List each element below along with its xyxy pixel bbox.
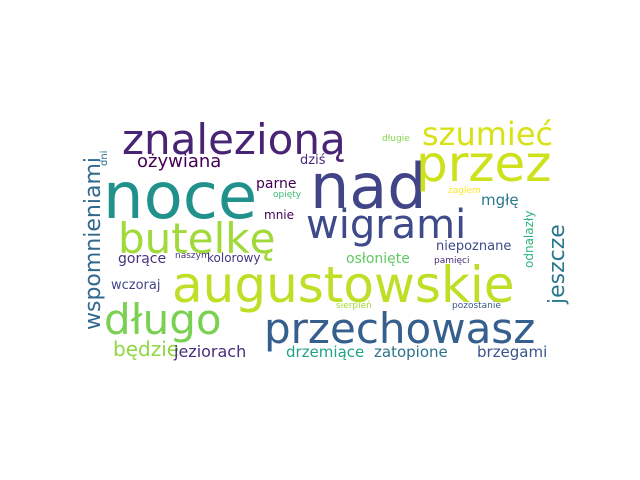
word-odnalazly: odnalazły [522, 211, 536, 268]
word-drzemiace: drzemiące [286, 343, 364, 361]
word-przechowasz: przechowasz [264, 304, 535, 353]
word-opiety: opięty [273, 190, 302, 200]
word-oslonięte: osłonięte [346, 251, 410, 267]
word-zatopione: zatopione [374, 343, 448, 361]
word-dlugie: długie [382, 134, 410, 144]
word-augustowskie: augustowskie [172, 256, 515, 314]
word-bedzie: będzie [113, 337, 179, 361]
word-mgle: mgłę [481, 191, 519, 209]
word-nad: nad [310, 150, 427, 223]
word-szumiec: szumieć [422, 115, 553, 153]
word-brzegami: brzegami [477, 343, 547, 361]
word-niepoznane: niepoznane [436, 239, 511, 254]
word-wczoraj: wczoraj [111, 278, 160, 293]
word-dzis: dziś [300, 153, 326, 168]
word-pozostanie: pozostanie [452, 301, 501, 311]
word-przez: przez [416, 135, 552, 193]
word-wspomnieniami: wspomnieniami [81, 157, 106, 330]
word-pamieci: pamięci [434, 256, 469, 266]
word-noce: noce [103, 160, 257, 234]
word-zaglem: żaglem [448, 186, 481, 196]
word-kolorowy: kolorowy [207, 251, 260, 265]
word-dni: dni [99, 151, 110, 166]
word-sierpien: sierpień [336, 301, 372, 311]
word-jeziorach: jeziorach [173, 342, 246, 361]
word-znaleziona: znalezioną [122, 115, 346, 164]
word-jeszcze: jeszcze [545, 224, 570, 305]
word-gorace: gorące [118, 251, 166, 267]
word-dlugo: długo [104, 295, 222, 344]
word-butelke: butelkę [118, 214, 275, 263]
word-wigrami: wigrami [306, 202, 466, 248]
word-naszym: naszym [175, 251, 210, 261]
word-parne: parne [256, 176, 296, 192]
word-ozywiana: ożywiana [137, 151, 221, 172]
word-mnie: mnie [264, 208, 294, 222]
